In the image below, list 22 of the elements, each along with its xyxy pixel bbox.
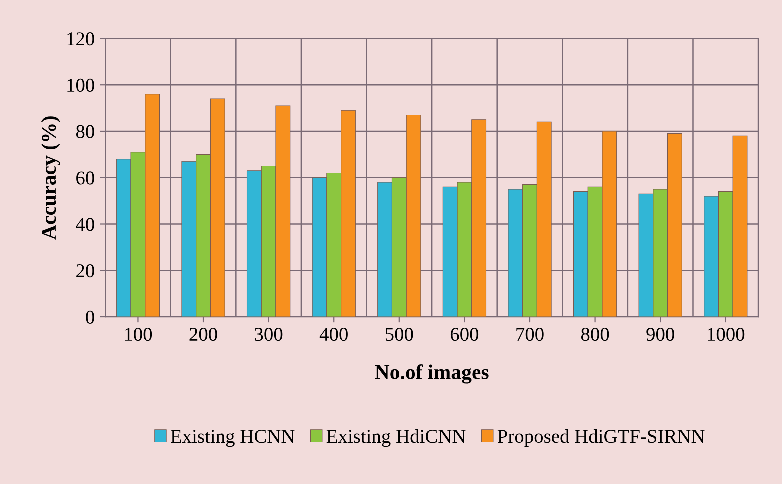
- x-tick-label: 600: [450, 328, 479, 342]
- y-axis-title: Accuracy (%): [41, 116, 60, 240]
- x-tick-label: 100: [125, 328, 152, 342]
- y-tick-label: 0: [86, 310, 94, 324]
- y-tick-label: 80: [76, 125, 94, 138]
- x-axis-title: No.of images: [375, 364, 489, 384]
- x-tick-label: 200: [190, 328, 218, 342]
- x-tick-label: 400: [320, 328, 348, 342]
- y-tick-label: 40: [76, 218, 94, 232]
- x-tick-label: 700: [516, 328, 544, 342]
- x-tick-label: 500: [386, 328, 414, 342]
- legend-label: Existing HCNN: [171, 430, 295, 448]
- y-tick-label: 100: [68, 78, 94, 92]
- legend-label: Existing HdiCNN: [326, 429, 466, 448]
- x-tick-label: 300: [255, 328, 283, 342]
- x-tick-label: 900: [646, 328, 674, 342]
- x-tick-label: 1000: [708, 328, 745, 342]
- y-tick-label: 120: [68, 32, 94, 46]
- y-tick-label: 20: [76, 264, 94, 278]
- legend-label: Proposed HdiGTF-SIRNN: [498, 429, 705, 448]
- y-tick-label: 60: [76, 172, 94, 185]
- x-tick-label: 800: [581, 328, 610, 342]
